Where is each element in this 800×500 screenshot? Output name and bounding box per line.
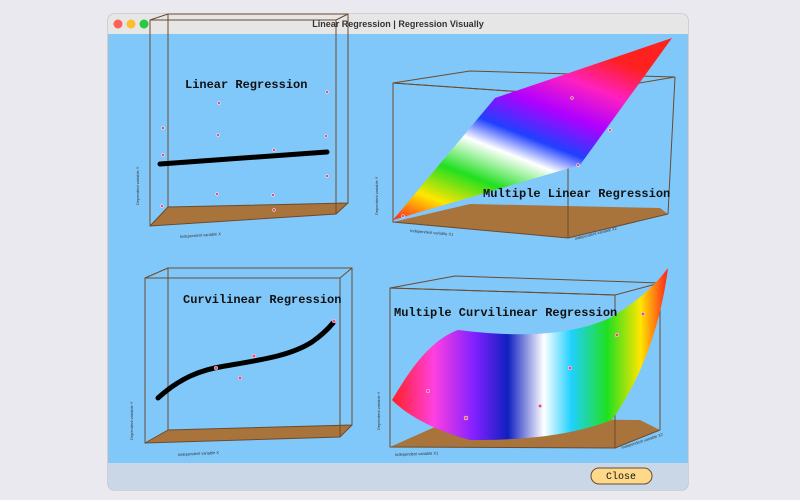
box-edges [149, 13, 349, 227]
points [160, 90, 329, 212]
data-point [608, 128, 612, 132]
y-axis-label: Dependent variable Y [135, 166, 140, 205]
minimize-dot[interactable] [126, 19, 136, 29]
fit-curve [155, 320, 336, 401]
data-point [161, 126, 165, 130]
panel-title: Curvilinear Regression [183, 293, 341, 307]
data-point [216, 133, 220, 137]
data-point [215, 192, 219, 196]
data-point [160, 204, 164, 208]
data-point [640, 311, 646, 317]
floor [393, 204, 668, 238]
fit-line [157, 149, 330, 167]
data-point [217, 101, 221, 105]
points [213, 318, 337, 381]
floor [150, 203, 348, 226]
title-bar [108, 14, 688, 34]
panel-title: Linear Regression [185, 78, 307, 92]
data-point [537, 403, 543, 409]
data-point [251, 353, 257, 359]
data-point [272, 208, 276, 212]
box-edges [567, 76, 676, 239]
window-title: Linear Regression | Regression Visually [312, 19, 483, 29]
y-axis-label: Dependent variable Y [129, 401, 134, 440]
panel-title: Multiple Linear Regression [483, 187, 670, 201]
data-point [325, 174, 329, 178]
x-axis-label: Independent variable X [180, 231, 222, 239]
data-point [324, 134, 328, 138]
panel-multiple-linear: Multiple Linear Regression Independent v… [374, 38, 676, 241]
data-point [161, 153, 165, 157]
points [401, 96, 612, 218]
data-point [213, 365, 219, 371]
data-point [272, 148, 276, 152]
data-point [401, 214, 405, 218]
data-point [325, 90, 329, 94]
panel-title: Multiple Curvilinear Regression [394, 306, 617, 320]
data-point [425, 388, 431, 394]
zoom-dot[interactable] [139, 19, 149, 29]
close-button[interactable] [590, 467, 653, 485]
panel-linear: Linear Regression Independent variable X… [135, 13, 349, 239]
x-axis-label: Independent variable X1 [410, 228, 454, 237]
regression-plane [393, 38, 672, 220]
box-edges [144, 267, 353, 444]
panel-curvilinear: Curvilinear Regression Independent varia… [129, 267, 353, 457]
data-point [614, 332, 620, 338]
data-point [576, 163, 580, 167]
x-axis-label: Independent variable X [178, 450, 220, 457]
panel-multiple-curvilinear: Multiple Curvilinear Regression Independ… [376, 268, 668, 457]
data-point [331, 318, 337, 324]
data-point [463, 415, 469, 421]
y-axis-label: Dependent variable Y [374, 176, 379, 215]
data-point [237, 375, 243, 381]
regression-surface [392, 268, 668, 440]
close-dot[interactable] [113, 19, 123, 29]
x-axis-label: Independent variable X1 [395, 450, 439, 457]
y-axis-label: Dependent variable Y [376, 391, 381, 430]
data-point [567, 365, 573, 371]
close-button-label[interactable]: Close [606, 471, 636, 483]
points [425, 311, 646, 421]
data-point [271, 193, 275, 197]
bottom-bar [108, 463, 688, 490]
data-point [570, 96, 574, 100]
